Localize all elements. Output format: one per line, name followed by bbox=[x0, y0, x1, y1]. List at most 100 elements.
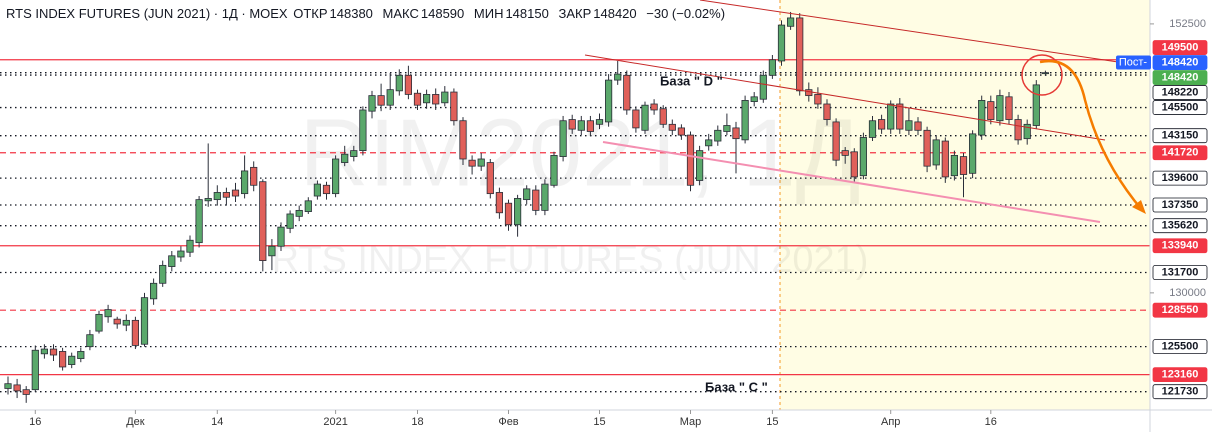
candle-body bbox=[250, 166, 258, 186]
candle-body bbox=[331, 158, 340, 195]
candle-body bbox=[923, 129, 931, 167]
candle-body bbox=[13, 384, 21, 392]
candle-body bbox=[49, 348, 58, 356]
ohlc-value: 148420 bbox=[593, 6, 637, 21]
candle-body bbox=[614, 73, 622, 81]
candle-body bbox=[677, 127, 686, 136]
candle-body bbox=[996, 95, 1004, 122]
candle-body bbox=[277, 226, 285, 247]
candle-body bbox=[168, 255, 176, 267]
candle-body bbox=[941, 140, 949, 178]
candle-body bbox=[859, 137, 868, 177]
price-label-box bbox=[1152, 40, 1208, 55]
candle-body bbox=[796, 17, 804, 92]
candle-body bbox=[559, 120, 567, 157]
arrow-head bbox=[1132, 200, 1146, 214]
candle-body bbox=[477, 158, 485, 167]
candle-body bbox=[195, 199, 203, 244]
candle-body bbox=[213, 192, 221, 201]
ohlc-value: 148150 bbox=[505, 6, 549, 21]
candle-body bbox=[377, 95, 385, 106]
candle-body bbox=[814, 94, 822, 105]
annotation: База " D " bbox=[660, 73, 723, 88]
x-tick-label: 15 bbox=[766, 416, 778, 428]
price-label: 149500 bbox=[1162, 41, 1199, 53]
candle-body bbox=[95, 313, 103, 332]
candle-body bbox=[741, 100, 749, 141]
forecast-arrow bbox=[1039, 59, 1143, 211]
trend-line bbox=[602, 141, 1101, 223]
ohlc-value: 148590 bbox=[420, 6, 465, 21]
candle-body bbox=[359, 109, 367, 152]
price-label: 143150 bbox=[1162, 130, 1199, 142]
candle-body bbox=[532, 189, 540, 211]
candle-body bbox=[59, 351, 67, 368]
candle-body bbox=[486, 162, 494, 195]
price-label: 141720 bbox=[1162, 147, 1199, 159]
candle-body bbox=[605, 79, 613, 123]
annotation: База " C " bbox=[705, 379, 768, 394]
x-tick-label: 14 bbox=[211, 416, 223, 428]
candle-body bbox=[650, 103, 658, 111]
price-label-box bbox=[1152, 238, 1208, 254]
candle-body bbox=[787, 17, 795, 27]
header: RTS INDEX FUTURES (JUN 2021) · 1Д · MOEX… bbox=[6, 6, 727, 21]
candle-body bbox=[4, 383, 12, 389]
x-tick-label: Фев bbox=[498, 416, 518, 428]
x-tick-label: Дек bbox=[126, 416, 145, 428]
candle-body bbox=[31, 349, 39, 391]
candle-body bbox=[159, 264, 167, 284]
candle-body bbox=[386, 89, 394, 106]
price-label-box bbox=[1152, 70, 1208, 85]
change: −30 (−0.02%) bbox=[646, 6, 726, 21]
candle-body bbox=[140, 297, 149, 345]
candle-body bbox=[231, 189, 240, 197]
candle-body bbox=[177, 250, 185, 258]
price-label-box bbox=[1152, 218, 1208, 234]
candle-body bbox=[805, 89, 813, 97]
candle-body bbox=[468, 159, 476, 167]
x-tick-label: 2021 bbox=[323, 416, 347, 428]
candle-body bbox=[432, 94, 440, 105]
candle-body bbox=[841, 150, 849, 156]
candle-body bbox=[905, 120, 913, 131]
ohlc-label: МАКС bbox=[382, 6, 419, 21]
candle-body bbox=[950, 154, 959, 177]
candle-body bbox=[896, 103, 904, 130]
candle-body bbox=[978, 100, 986, 136]
candle-body bbox=[514, 198, 522, 226]
candle-body bbox=[868, 120, 877, 138]
candle-body bbox=[777, 24, 786, 62]
candle-body bbox=[222, 192, 230, 198]
candle-body bbox=[304, 200, 312, 212]
candle-body bbox=[286, 213, 294, 229]
price-label-box bbox=[1152, 128, 1208, 144]
price-label: 121730 bbox=[1162, 386, 1199, 398]
price-label: 123160 bbox=[1162, 369, 1199, 381]
candle-body bbox=[987, 101, 995, 120]
candle-body bbox=[623, 74, 631, 111]
candle-body bbox=[705, 139, 713, 147]
candle-body bbox=[595, 119, 604, 125]
candle-body bbox=[104, 309, 112, 318]
trend-line bbox=[699, 0, 1119, 63]
price-label: 148420 bbox=[1162, 56, 1199, 68]
candle-body bbox=[322, 184, 331, 195]
x-tick-label: 15 bbox=[593, 416, 605, 428]
candle-body bbox=[268, 245, 276, 257]
candle-body bbox=[341, 153, 349, 163]
candle-body bbox=[122, 319, 130, 326]
candle-body bbox=[932, 139, 940, 166]
candle-body bbox=[22, 389, 30, 395]
price-tag: Пост- bbox=[1119, 56, 1148, 68]
candles bbox=[4, 11, 1049, 403]
price-label: 148420 bbox=[1162, 71, 1199, 83]
candle-body bbox=[68, 355, 76, 365]
candle-body bbox=[723, 125, 731, 132]
candle-body bbox=[422, 94, 431, 104]
candle-body bbox=[523, 188, 531, 201]
price-label: 148220 bbox=[1162, 86, 1199, 98]
candle-body bbox=[541, 183, 549, 211]
